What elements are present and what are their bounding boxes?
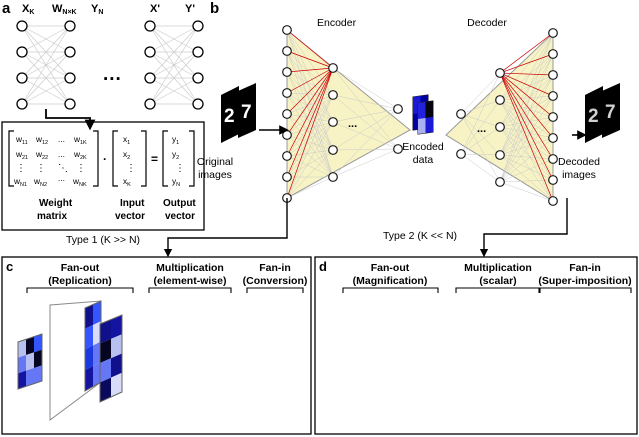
- svg-text:Decoder: Decoder: [467, 17, 507, 29]
- svg-text:x1: x1: [123, 134, 130, 146]
- svg-text:7: 7: [241, 102, 252, 123]
- svg-text:Y': Y': [185, 3, 195, 15]
- svg-text:Type 2 (K << N): Type 2 (K << N): [383, 230, 457, 242]
- svg-text:matrix: matrix: [37, 211, 67, 222]
- svg-text:(Conversion): (Conversion): [243, 275, 308, 287]
- svg-text:(scalar): (scalar): [479, 275, 516, 287]
- svg-text:d: d: [319, 259, 327, 274]
- svg-text:Multiplication: Multiplication: [156, 262, 224, 274]
- svg-text:⋮: ⋮: [76, 163, 86, 174]
- svg-text:xK: xK: [123, 176, 131, 188]
- svg-text:Encoded: Encoded: [402, 141, 444, 153]
- svg-text:w1K: w1K: [73, 134, 87, 146]
- svg-text:w12: w12: [35, 134, 48, 146]
- svg-text:Output: Output: [163, 198, 196, 209]
- svg-text:images: images: [198, 169, 232, 181]
- svg-text:x2: x2: [123, 149, 130, 161]
- svg-text:Decoded: Decoded: [558, 156, 600, 168]
- svg-text:b: b: [210, 0, 219, 17]
- svg-text:=: =: [151, 152, 158, 166]
- svg-text:...: ...: [58, 149, 65, 159]
- svg-text:wN1: wN1: [13, 176, 27, 188]
- svg-text:(Super-imposition): (Super-imposition): [538, 275, 631, 287]
- svg-text:w22: w22: [35, 149, 48, 161]
- svg-text:(element-wise): (element-wise): [154, 275, 227, 287]
- svg-text:...: ...: [103, 64, 122, 85]
- svg-text:Fan-out: Fan-out: [371, 262, 410, 274]
- svg-text:⋮: ⋮: [16, 163, 26, 174]
- svg-text:Fan-in: Fan-in: [569, 262, 601, 274]
- svg-text:vector: vector: [115, 211, 145, 222]
- svg-text:wN2: wN2: [33, 176, 47, 188]
- svg-text:2: 2: [588, 106, 599, 127]
- svg-text:y2: y2: [172, 149, 179, 161]
- svg-text:2: 2: [224, 106, 235, 127]
- svg-text:...: ...: [348, 118, 357, 130]
- svg-text:XK: XK: [22, 3, 34, 16]
- svg-text:WN×K: WN×K: [52, 3, 77, 16]
- svg-text:(Replication): (Replication): [48, 275, 112, 287]
- svg-text:w2K: w2K: [73, 149, 87, 161]
- svg-text:images: images: [562, 169, 596, 181]
- svg-text:X': X': [150, 3, 160, 15]
- svg-text:c: c: [6, 259, 13, 274]
- svg-text:Encoder: Encoder: [317, 17, 357, 29]
- svg-text:w11: w11: [15, 134, 28, 146]
- svg-text:Input: Input: [120, 198, 145, 209]
- svg-text:Multiplication: Multiplication: [464, 262, 532, 274]
- svg-text:·: ·: [103, 152, 107, 166]
- svg-text:Weight: Weight: [39, 198, 73, 209]
- svg-text:YN: YN: [91, 3, 103, 16]
- svg-text:⋮: ⋮: [126, 163, 136, 174]
- svg-text:y1: y1: [172, 134, 179, 146]
- svg-text:...: ...: [58, 173, 65, 183]
- svg-text:yN: yN: [172, 176, 180, 188]
- svg-text:⋮: ⋮: [175, 163, 185, 174]
- svg-text:w21: w21: [15, 149, 28, 161]
- svg-text:wNK: wNK: [72, 176, 87, 188]
- svg-text:7: 7: [605, 102, 616, 123]
- svg-text:Fan-out: Fan-out: [61, 262, 100, 274]
- svg-text:(Magnification): (Magnification): [353, 275, 428, 287]
- svg-text:data: data: [413, 154, 434, 166]
- svg-text:...: ...: [58, 134, 65, 144]
- svg-text:...: ...: [477, 123, 486, 135]
- svg-text:a: a: [2, 0, 11, 17]
- svg-text:Type 1 (K >> N): Type 1 (K >> N): [66, 234, 140, 246]
- svg-text:⋮: ⋮: [36, 163, 46, 174]
- svg-text:vector: vector: [165, 211, 195, 222]
- svg-text:Original: Original: [197, 156, 233, 168]
- svg-text:Fan-in: Fan-in: [259, 262, 291, 274]
